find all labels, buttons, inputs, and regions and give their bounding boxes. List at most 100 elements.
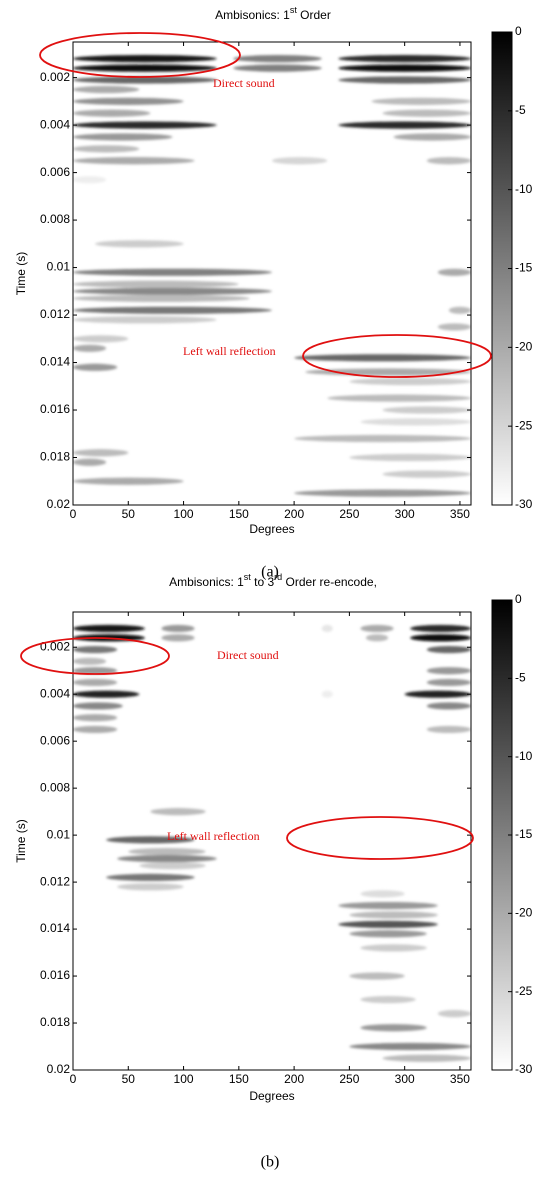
streak bbox=[393, 133, 471, 141]
colorbar-tick-label: -30 bbox=[515, 497, 533, 511]
colorbar-tick-label: -15 bbox=[515, 261, 533, 275]
streak bbox=[106, 836, 195, 844]
x-tick-label: 50 bbox=[122, 1072, 136, 1086]
streak bbox=[338, 55, 471, 63]
x-tick-label: 200 bbox=[284, 1072, 304, 1086]
streak bbox=[73, 64, 217, 72]
panel: 0 50 100 150 200 250 300 3500.0020.0040.0060.00… bbox=[14, 572, 532, 1170]
streak bbox=[73, 678, 118, 687]
streak bbox=[338, 76, 471, 84]
caption: (a) bbox=[261, 564, 279, 581]
streak bbox=[321, 690, 333, 698]
colorbar-tick-label: 0 bbox=[515, 592, 522, 606]
streak bbox=[233, 55, 322, 63]
streak bbox=[404, 690, 471, 698]
streak bbox=[382, 470, 471, 478]
x-tick-label: 0 bbox=[70, 507, 77, 521]
streak bbox=[294, 354, 471, 362]
streak bbox=[349, 453, 471, 462]
streak bbox=[321, 624, 333, 633]
streak bbox=[161, 634, 195, 642]
y-tick-label: 0.016 bbox=[40, 402, 70, 416]
x-tick-label: 350 bbox=[450, 1072, 470, 1086]
streak bbox=[272, 157, 328, 165]
y-tick-label: 0.002 bbox=[40, 70, 70, 84]
streak bbox=[73, 287, 272, 295]
y-tick-label: 0.004 bbox=[40, 686, 70, 700]
x-tick-label: 150 bbox=[229, 507, 249, 521]
caption: (b) bbox=[261, 1154, 280, 1171]
colorbar-tick-label: -10 bbox=[515, 749, 533, 763]
streak bbox=[349, 377, 471, 386]
annotation: Direct sound bbox=[213, 76, 275, 90]
streak bbox=[426, 702, 471, 710]
streak bbox=[426, 667, 471, 675]
annotation: Direct sound bbox=[217, 648, 279, 662]
streak bbox=[150, 808, 206, 816]
y-tick-label: 0.008 bbox=[40, 780, 70, 794]
streak bbox=[349, 972, 405, 980]
streak bbox=[73, 109, 151, 117]
y-tick-label: 0.016 bbox=[40, 968, 70, 982]
streak bbox=[73, 85, 140, 94]
y-tick-label: 0.01 bbox=[47, 827, 71, 841]
streak bbox=[349, 911, 438, 919]
x-tick-label: 350 bbox=[450, 507, 470, 521]
annotation-ellipse bbox=[302, 334, 492, 378]
x-tick-label: 50 bbox=[122, 507, 136, 521]
y-tick-label: 0.008 bbox=[40, 212, 70, 226]
streak bbox=[338, 121, 471, 129]
streak bbox=[73, 176, 107, 184]
streak bbox=[73, 657, 107, 665]
title-part: st bbox=[244, 572, 252, 582]
x-tick-label: 0 bbox=[70, 1072, 77, 1086]
streak bbox=[73, 690, 140, 698]
streak bbox=[294, 489, 471, 497]
streak bbox=[73, 294, 250, 303]
streak bbox=[426, 678, 471, 687]
streak bbox=[95, 240, 184, 248]
streak bbox=[437, 268, 471, 276]
x-axis-label: Degrees bbox=[249, 1089, 294, 1103]
streak bbox=[349, 1042, 471, 1051]
streak bbox=[360, 1024, 427, 1032]
y-tick-label: 0.018 bbox=[40, 1015, 70, 1029]
streak bbox=[360, 944, 427, 952]
colorbar-tick-label: -25 bbox=[515, 984, 533, 998]
heatmap bbox=[73, 624, 471, 1062]
streak bbox=[73, 306, 272, 314]
title-part: Order bbox=[297, 8, 331, 22]
x-tick-label: 150 bbox=[229, 1072, 249, 1086]
streak bbox=[73, 268, 272, 276]
y-tick-label: 0.012 bbox=[40, 874, 70, 888]
streak bbox=[73, 667, 118, 675]
panel: 0 50 100 150 200 250 300 3500.0020.0040.0060.00… bbox=[14, 5, 532, 580]
streak bbox=[360, 624, 394, 633]
x-tick-label: 100 bbox=[174, 1072, 194, 1086]
streak bbox=[327, 394, 471, 402]
streak bbox=[426, 645, 471, 654]
streak bbox=[73, 702, 123, 710]
streak bbox=[139, 862, 206, 870]
streak bbox=[382, 406, 471, 414]
streak bbox=[73, 280, 239, 288]
annotation-ellipse bbox=[286, 816, 474, 860]
streak bbox=[437, 323, 471, 331]
title-part: Order re-encode, bbox=[282, 575, 377, 589]
axes-box bbox=[72, 41, 472, 506]
streak bbox=[338, 64, 471, 72]
y-tick-label: 0.014 bbox=[40, 355, 70, 369]
y-axis-label: Time (s) bbox=[14, 252, 28, 296]
title-part: rd bbox=[274, 572, 282, 582]
streak bbox=[73, 316, 217, 324]
x-tick-label: 250 bbox=[339, 507, 359, 521]
streak bbox=[360, 890, 405, 898]
streak bbox=[73, 645, 118, 654]
streak bbox=[73, 97, 184, 105]
colorbar-tick-label: 0 bbox=[515, 24, 522, 38]
streak bbox=[448, 306, 471, 314]
y-tick-label: 0.004 bbox=[40, 117, 70, 131]
streak bbox=[73, 725, 118, 734]
streak bbox=[161, 624, 195, 633]
